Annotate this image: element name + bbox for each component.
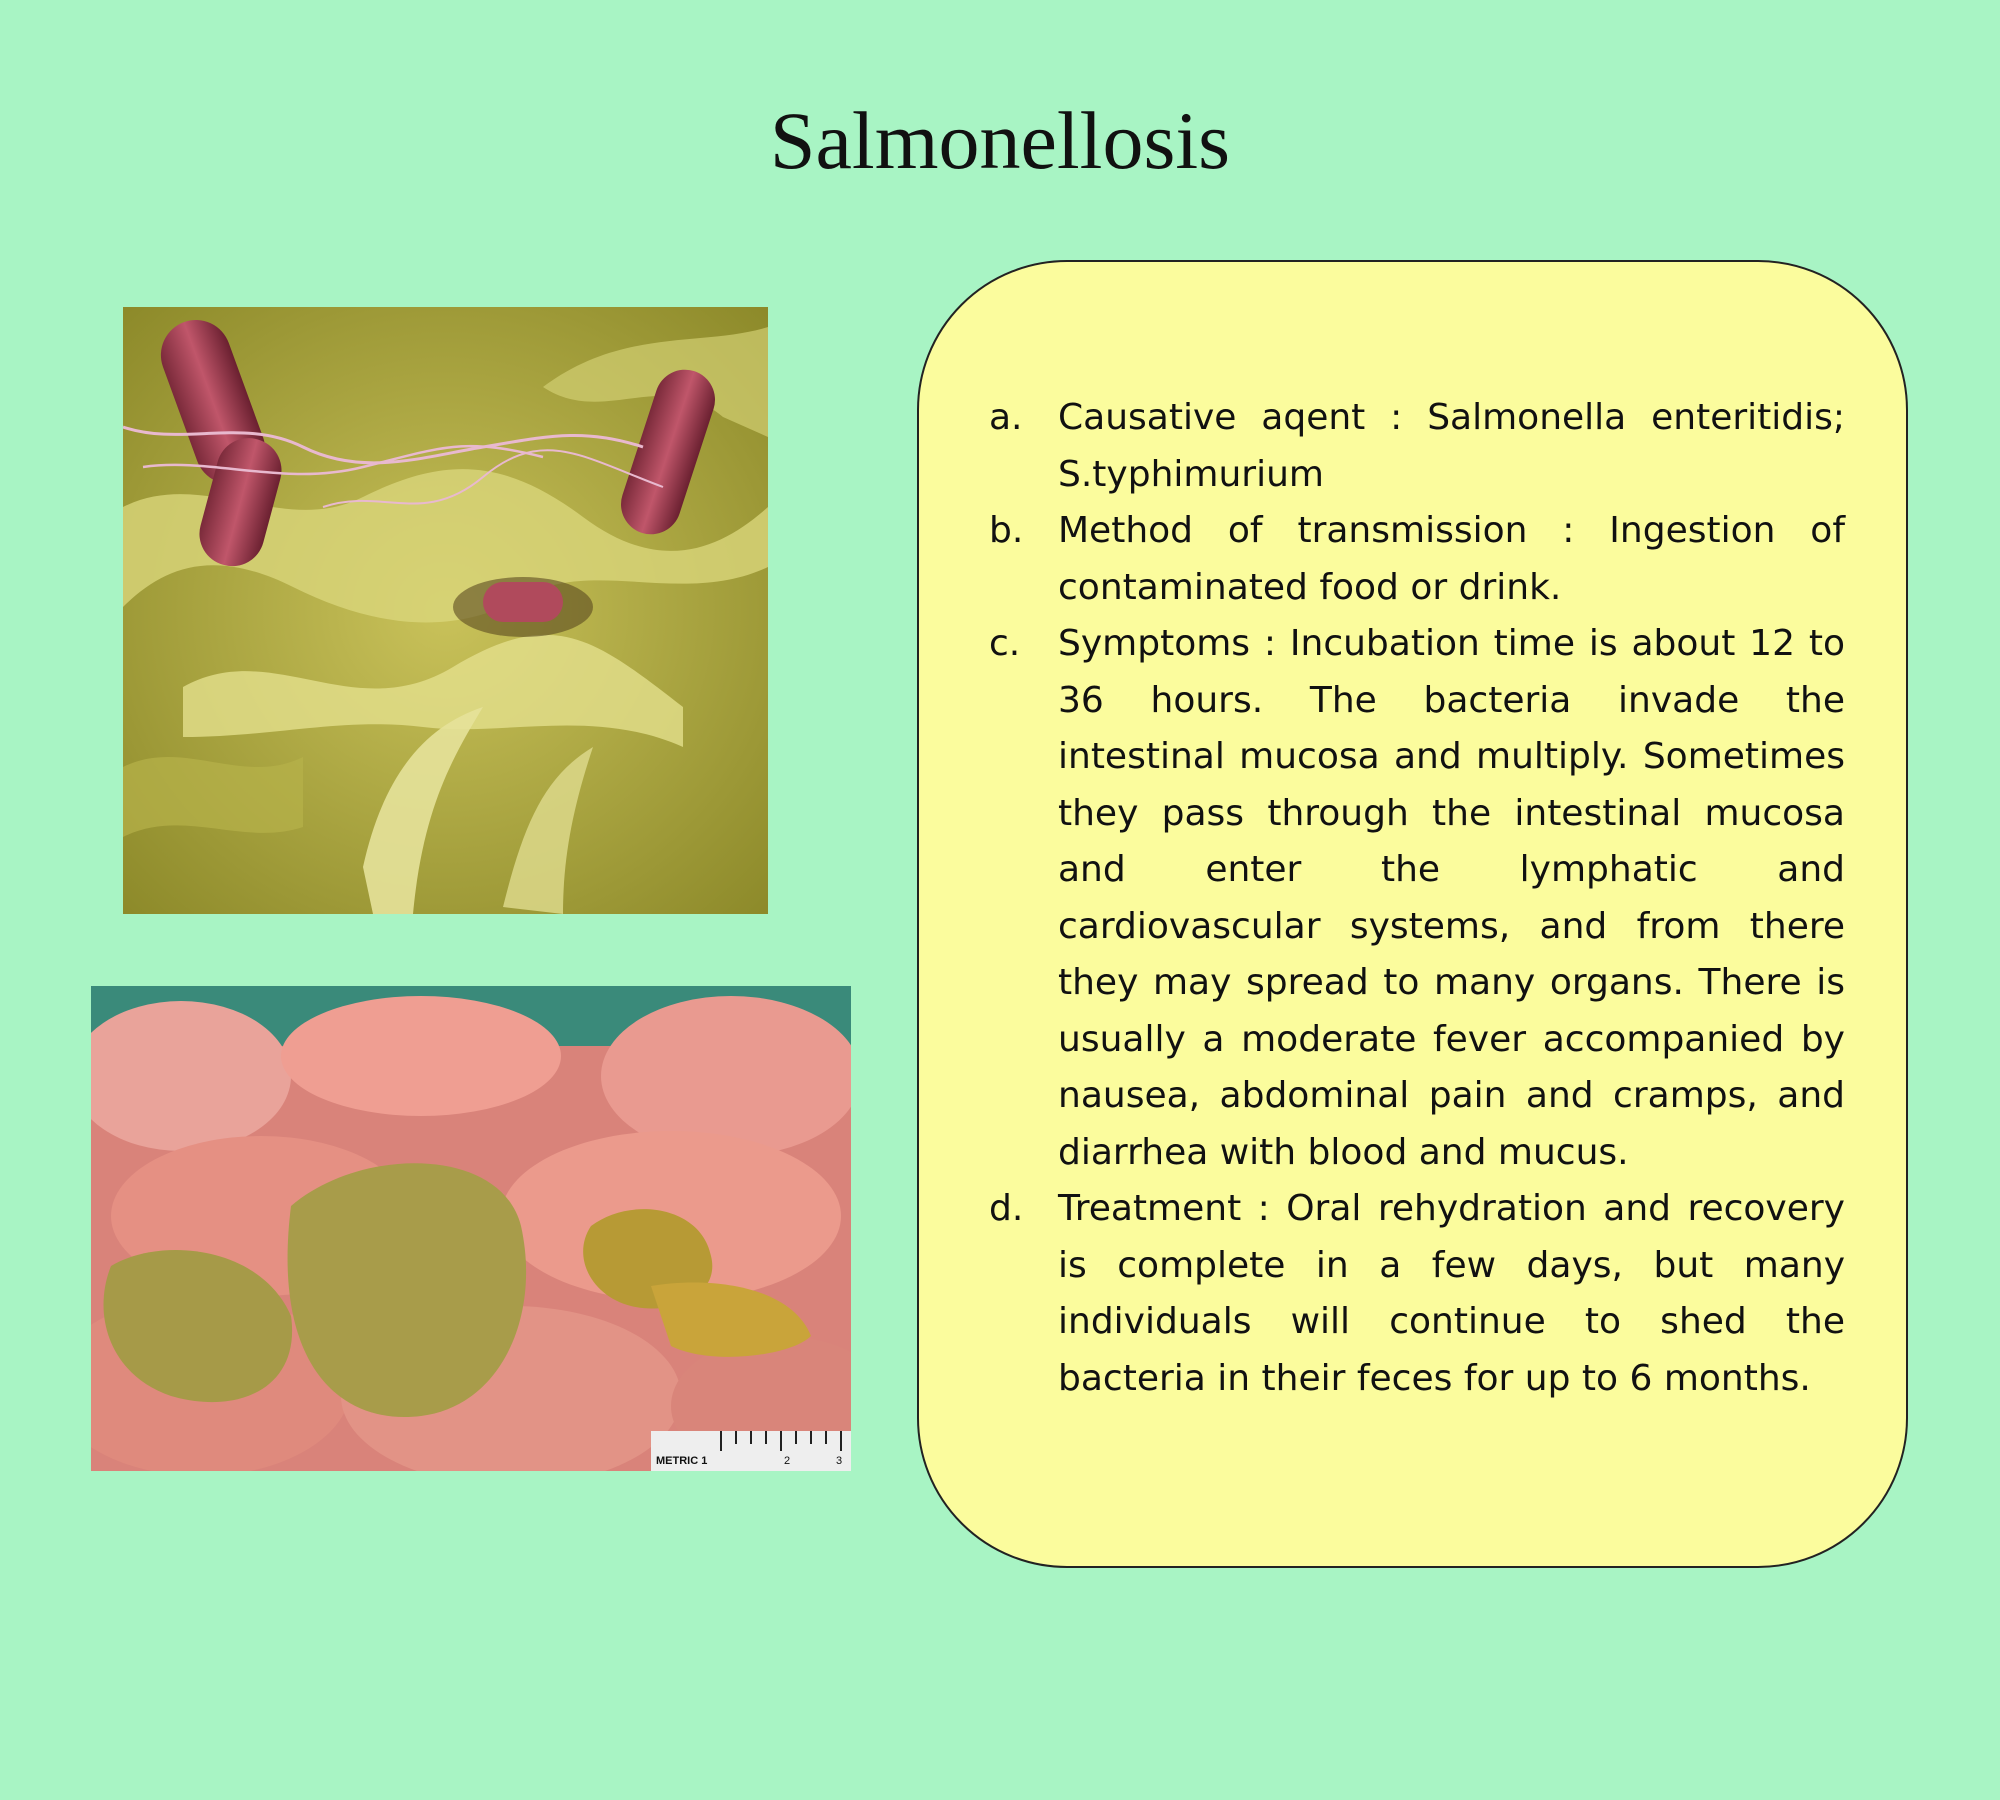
list-item: a. Causative aqent : Salmonella enteriti…	[989, 390, 1845, 503]
infected-intestine-image: METRIC 1 2 3	[91, 986, 851, 1471]
ruler-mark: 2	[784, 1455, 790, 1467]
item-marker: c.	[989, 623, 1021, 664]
salmonella-micrograph-image	[123, 307, 768, 914]
item-text-causative-agent: Causative aqent : Salmonella enteritidis…	[1058, 397, 1845, 495]
list-item: b. Method of transmission : Ingestion of…	[989, 503, 1845, 616]
item-text-symptoms: Symptoms : Incubation time is about 12 t…	[1058, 623, 1845, 1173]
info-list: a. Causative aqent : Salmonella enteriti…	[989, 390, 1845, 1407]
item-text-treatment: Treatment : Oral rehydration and recover…	[1058, 1188, 1845, 1399]
item-marker: d.	[989, 1188, 1024, 1229]
page-title: Salmonellosis	[769, 95, 1231, 186]
item-marker: a.	[989, 397, 1023, 438]
item-text-transmission: Method of transmission : Ingestion of co…	[1058, 510, 1845, 608]
list-item: d. Treatment : Oral rehydration and reco…	[989, 1181, 1845, 1407]
ruler-mark: 3	[836, 1455, 842, 1467]
item-marker: b.	[989, 510, 1024, 551]
info-card: a. Causative aqent : Salmonella enteriti…	[917, 260, 1908, 1568]
list-item: c. Symptoms : Incubation time is about 1…	[989, 616, 1845, 1181]
ruler-label: METRIC 1	[656, 1455, 707, 1467]
